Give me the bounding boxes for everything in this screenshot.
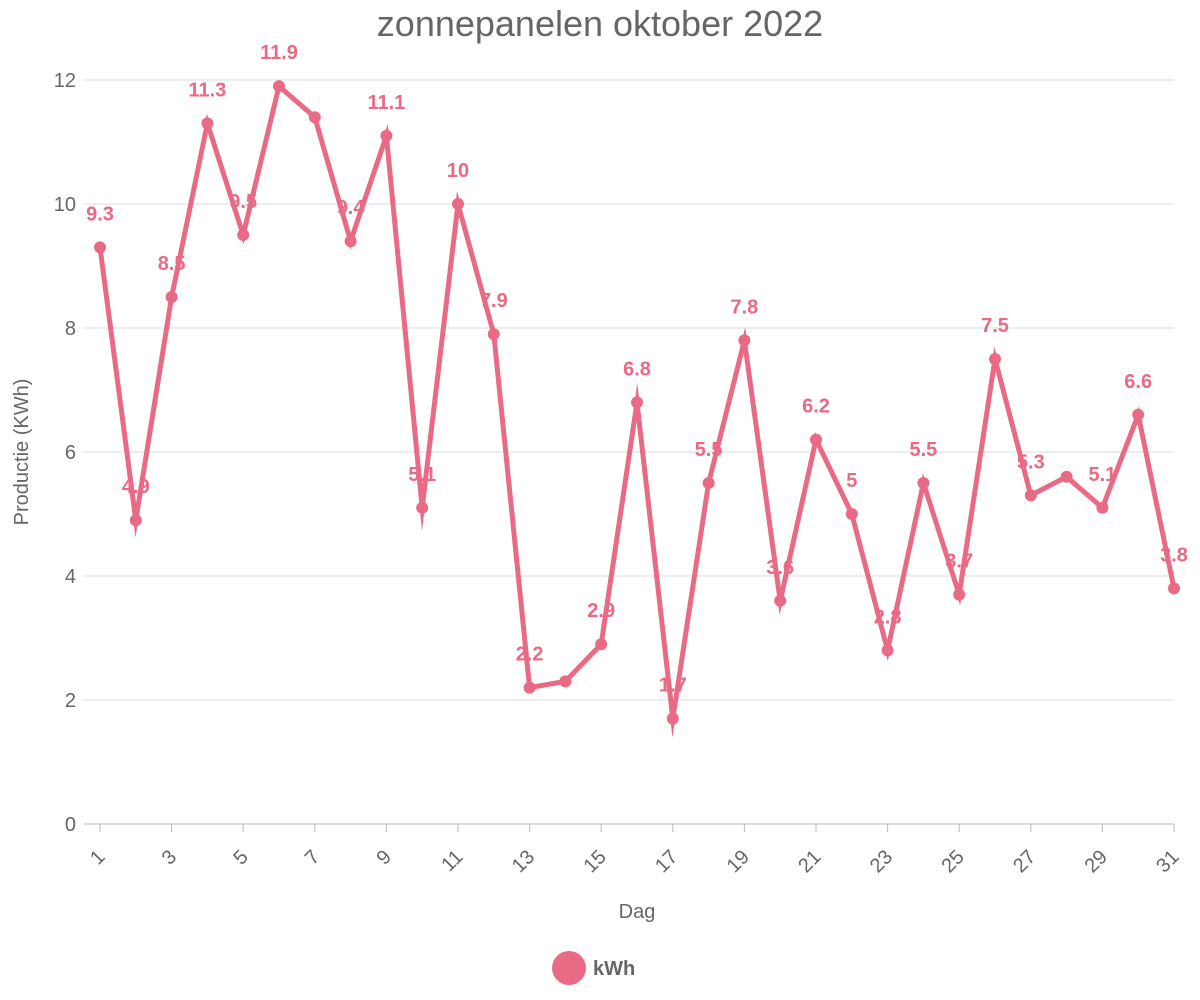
x-axis-label: Dag [619, 901, 656, 923]
data-label: 2.8 [874, 606, 902, 628]
x-axis-ticks: 1 3 5 7 9 11 13 15 17 19 21 23 25 27 29 31 [86, 824, 1184, 877]
data-label: 9.4 [337, 197, 366, 219]
data-point [953, 588, 966, 601]
data-label: 5.3 [1017, 451, 1045, 473]
y-tick-label: 0 [65, 814, 76, 836]
y-tick-label: 10 [54, 194, 76, 216]
data-label: 9.3 [86, 203, 114, 225]
data-point [237, 229, 250, 241]
data-point [881, 644, 894, 657]
data-label: 5 [846, 470, 857, 492]
data-point [917, 477, 930, 489]
data-point [201, 117, 214, 130]
data-label: 11.9 [260, 42, 298, 64]
data-point [273, 80, 285, 93]
data-label: 2.2 [516, 644, 544, 666]
data-label: 9.5 [229, 191, 257, 213]
x-tick-label: 31 [1152, 846, 1183, 877]
data-label: 5.1 [1088, 464, 1116, 486]
data-point [559, 675, 572, 688]
x-tick-label: 27 [1009, 846, 1040, 877]
data-point [308, 111, 321, 124]
y-axis-label: Productie (KWh) [11, 379, 33, 526]
series-kwh [94, 80, 1180, 738]
grid-lines [84, 79, 1174, 825]
data-point [129, 514, 142, 527]
data-point [1168, 582, 1180, 595]
data-label: 3.6 [766, 557, 794, 579]
x-tick-label: 21 [794, 846, 825, 877]
data-label: 6.2 [802, 396, 830, 418]
data-point [666, 712, 679, 725]
data-point [989, 353, 1001, 365]
x-tick-label: 17 [651, 846, 682, 877]
data-label: 11.3 [188, 79, 226, 101]
legend-marker-kwh [552, 951, 586, 985]
data-label: 3.8 [1160, 544, 1188, 566]
data-point [631, 396, 643, 409]
x-tick-label: 25 [937, 846, 968, 877]
data-label: 1.7 [659, 675, 687, 697]
data-point [452, 198, 464, 210]
data-point [845, 508, 858, 520]
data-point [416, 501, 429, 514]
data-label: 11.1 [367, 92, 405, 114]
data-labels: 9.3 4.9 8.5 11.3 9.5 11.9 9.4 11.1 5.1 10 7.9 2.2 2.… [86, 42, 1188, 696]
legend[interactable]: kWh [552, 951, 635, 985]
data-point [1060, 470, 1073, 483]
data-point [487, 328, 500, 341]
x-tick-label: 1 [86, 846, 109, 869]
legend-label-kwh: kWh [593, 958, 635, 980]
data-label: 8.5 [158, 253, 186, 275]
data-point [702, 477, 715, 489]
data-label: 3.7 [945, 551, 973, 573]
data-point [523, 681, 536, 694]
data-label: 7.5 [981, 315, 1009, 337]
data-label: 4.9 [122, 476, 150, 498]
x-tick-label: 13 [508, 846, 539, 877]
x-tick-label: 9 [373, 846, 396, 869]
x-tick-label: 7 [301, 846, 324, 869]
data-label: 6.8 [623, 358, 651, 380]
y-tick-label: 8 [65, 318, 76, 340]
data-point [738, 334, 751, 347]
x-tick-label: 15 [579, 846, 610, 877]
data-label: 5.1 [408, 464, 436, 486]
data-label: 5.5 [695, 439, 723, 461]
chart-title: zonnepanelen oktober 2022 [377, 3, 823, 44]
x-tick-label: 19 [723, 846, 754, 877]
y-tick-label: 4 [65, 566, 76, 588]
data-point [1096, 501, 1109, 514]
data-point [774, 594, 787, 607]
data-label: 2.9 [587, 600, 615, 622]
data-label: 5.5 [909, 439, 937, 461]
data-point [380, 129, 393, 142]
data-point [94, 241, 106, 254]
y-axis-ticks: 0 2 4 6 8 10 12 [54, 70, 76, 836]
x-tick-label: 5 [229, 846, 252, 869]
data-label: 7.9 [480, 290, 508, 312]
x-tick-label: 29 [1081, 846, 1112, 877]
data-label: 6.6 [1124, 371, 1152, 393]
y-tick-label: 12 [54, 70, 76, 92]
y-tick-label: 2 [65, 690, 76, 712]
data-point [595, 638, 608, 651]
data-point [810, 433, 822, 446]
y-tick-label: 6 [65, 442, 76, 464]
data-point [165, 291, 178, 303]
x-tick-label: 11 [437, 846, 467, 876]
x-tick-label: 23 [866, 846, 897, 877]
data-label: 7.8 [730, 296, 758, 318]
data-label: 10 [447, 160, 469, 182]
data-point [344, 235, 357, 248]
x-tick-label: 3 [158, 846, 181, 869]
data-point [1024, 489, 1037, 502]
data-point [1132, 408, 1145, 421]
